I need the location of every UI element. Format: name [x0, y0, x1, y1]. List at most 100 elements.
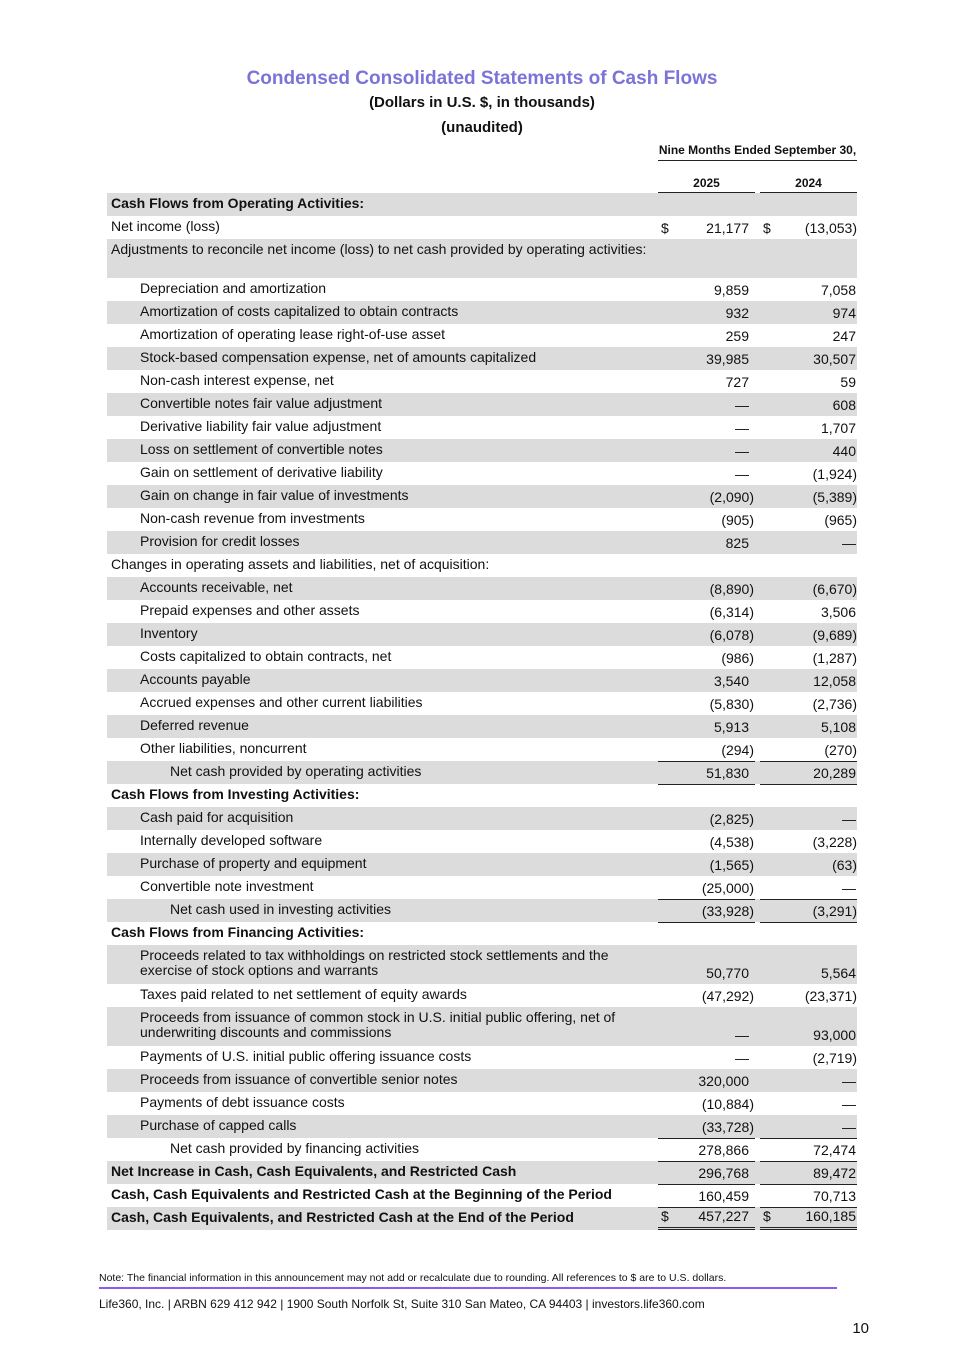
value-cell-2025: (33,728) — [658, 1115, 755, 1138]
row-label: Net income (loss) — [111, 218, 220, 234]
table-row: Non-cash interest expense, net 727 59 — [107, 370, 857, 393]
value-cell-2025: (1,565) — [658, 853, 755, 876]
value: (8,890) — [709, 581, 754, 597]
value-cell-2024 — [760, 193, 857, 216]
value-cell-2024: $160,185 — [760, 1207, 857, 1230]
table-row: Proceeds from issuance of convertible se… — [107, 1069, 857, 1092]
value-cell-2025: 3,540 — [658, 669, 755, 692]
row-label: Provision for credit losses — [107, 531, 658, 554]
value-cell-2025: — — [658, 439, 755, 462]
value: 72,474 — [813, 1142, 856, 1158]
value-cell-2025: (6,314) — [658, 600, 755, 623]
value-cell-2024: (3,228) — [760, 830, 857, 853]
spacer — [655, 1161, 658, 1184]
value-cell-2024: (9,689) — [760, 623, 857, 646]
spacer — [755, 807, 760, 830]
row-label: Proceeds related to tax withholdings on … — [107, 945, 658, 984]
value-cell-2025: 259 — [658, 324, 755, 347]
row-label: Stock-based compensation expense, net of… — [107, 347, 658, 370]
value-cell-2024: (2,736) — [760, 692, 857, 715]
value-cell-2025: 5,913 — [658, 715, 755, 738]
value: 457,227 — [698, 1208, 749, 1224]
value-cell-2024: 974 — [760, 301, 857, 324]
value: — — [735, 1050, 749, 1066]
row-label: Depreciation and amortization — [140, 280, 326, 296]
value-cell-2025: (986) — [658, 646, 755, 669]
value-cell-2024: (965) — [760, 508, 857, 531]
value: (1,924) — [812, 466, 857, 482]
row-label: Net Increase in Cash, Cash Equivalents, … — [107, 1161, 658, 1184]
spacer — [755, 1007, 760, 1046]
table-row: Purchase of capped calls (33,728) — — [107, 1115, 857, 1138]
cash-flow-table: Cash Flows from Operating Activities: Ne… — [107, 193, 857, 1230]
row-label: Purchase of property and equipment — [107, 853, 658, 876]
value: 70,713 — [813, 1188, 856, 1204]
value: 51,830 — [706, 765, 749, 781]
row-label: Payments of debt issuance costs — [140, 1094, 345, 1110]
value: (33,928) — [701, 903, 754, 919]
footnote: Note: The financial information in this … — [99, 1272, 837, 1289]
table-row: Gain on settlement of derivative liabili… — [107, 462, 857, 485]
table-row: Internally developed software (4,538) (3,… — [107, 830, 857, 853]
value: 89,472 — [813, 1165, 856, 1181]
spacer — [655, 1069, 658, 1092]
row-label: Costs capitalized to obtain contracts, n… — [140, 648, 392, 664]
value: (2,090) — [709, 489, 754, 505]
table-row: Non-cash revenue from investments (905) (… — [107, 508, 857, 531]
spacer — [755, 899, 760, 922]
table-row: Deferred revenue 5,913 5,108 — [107, 715, 857, 738]
value: 21,177 — [706, 220, 749, 236]
spacer — [655, 945, 658, 984]
value-cell-2025 — [658, 784, 755, 807]
spacer — [755, 393, 760, 416]
table-row: Stock-based compensation expense, net of… — [107, 347, 857, 370]
value-cell-2024: — — [760, 1092, 857, 1115]
spacer — [655, 439, 658, 462]
spacer — [755, 439, 760, 462]
value-cell-2025: (4,538) — [658, 830, 755, 853]
value-cell-2025: — — [658, 1007, 755, 1046]
spacer — [755, 301, 760, 324]
value-cell-2024: (6,670) — [760, 577, 857, 600]
value-cell-2025: 50,770 — [658, 945, 755, 984]
spacer — [755, 531, 760, 554]
value: (47,292) — [701, 988, 754, 1004]
subtitle-unaudited: (unaudited) — [441, 119, 523, 136]
table-row: Payments of debt issuance costs (10,884)… — [107, 1092, 857, 1115]
row-label: Prepaid expenses and other assets — [140, 602, 360, 618]
row-label: Taxes paid related to net settlement of … — [140, 986, 467, 1002]
row-label: Accounts receivable, net — [107, 577, 658, 600]
spacer — [655, 485, 658, 508]
value-cell-2024: (23,371) — [760, 984, 857, 1007]
table-row: Inventory (6,078) (9,689) — [107, 623, 857, 646]
row-label: Proceeds from issuance of convertible se… — [107, 1069, 658, 1092]
value: (23,371) — [804, 988, 857, 1004]
value: 440 — [832, 443, 856, 459]
table-row: Net income (loss) $21,177 $ (13,053) — [107, 216, 857, 239]
value-cell-2025: (905) — [658, 508, 755, 531]
value: 20,289 — [813, 765, 856, 781]
spacer — [655, 531, 658, 554]
spacer — [655, 761, 658, 784]
value-cell-2025: $457,227 — [658, 1207, 755, 1230]
value-cell-2024: 3,506 — [760, 600, 857, 623]
value-cell-2025: (33,928) — [658, 899, 755, 922]
dollar-sign: $ — [763, 220, 771, 236]
row-label: Cash, Cash Equivalents, and Restricted C… — [107, 1207, 658, 1230]
spacer — [655, 347, 658, 370]
table-row: Gain on change in fair value of investme… — [107, 485, 857, 508]
value-cell-2025 — [658, 554, 755, 577]
row-label: Gain on settlement of derivative liabili… — [140, 464, 383, 480]
spacer — [755, 193, 760, 216]
row-label: Proceeds from issuance of common stock i… — [107, 1007, 658, 1046]
value: 93,000 — [813, 1027, 856, 1043]
spacer — [655, 577, 658, 600]
value: — — [842, 811, 856, 827]
spacer — [655, 239, 658, 278]
spacer — [755, 1161, 760, 1184]
row-label: Adjustments to reconcile net income (los… — [107, 239, 658, 278]
spacer — [655, 1007, 658, 1046]
value: 296,768 — [698, 1165, 749, 1181]
value-cell-2025 — [658, 239, 755, 278]
spacer — [655, 193, 658, 216]
